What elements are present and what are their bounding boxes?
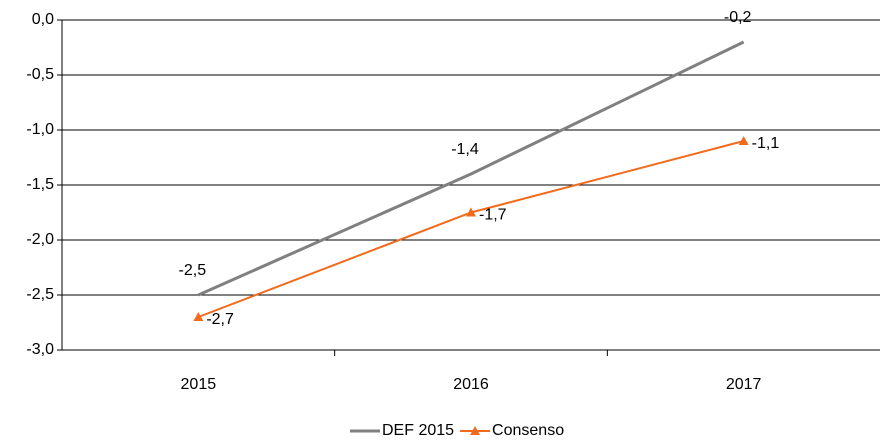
y-tick-label: 0,0 — [32, 11, 54, 28]
y-tick-label: -0,5 — [26, 66, 54, 83]
y-tick-label: -1,0 — [26, 121, 54, 138]
data-label: -1,4 — [451, 141, 479, 158]
y-tick-label: -2,0 — [26, 231, 54, 248]
y-tick-label: -3,0 — [26, 341, 54, 358]
x-tick-label: 2015 — [181, 376, 217, 393]
marker — [466, 207, 476, 217]
data-label: -2,5 — [179, 262, 207, 279]
legend-label: DEF 2015 — [382, 422, 454, 439]
data-label: -1,1 — [752, 135, 780, 152]
marker — [193, 312, 204, 321]
series-line — [197, 40, 745, 297]
x-tick-label: 2016 — [453, 376, 489, 393]
series-line — [197, 140, 744, 318]
y-tick-label: -1,5 — [26, 176, 54, 193]
data-label: -0,2 — [724, 9, 752, 26]
y-tick-label: -2,5 — [26, 286, 54, 303]
x-tick-label: 2017 — [726, 376, 762, 393]
legend-label: Consenso — [492, 422, 564, 439]
data-label: -2,7 — [206, 311, 234, 328]
marker — [738, 136, 749, 145]
data-label: -1,7 — [479, 207, 507, 224]
legend-marker — [470, 426, 481, 435]
